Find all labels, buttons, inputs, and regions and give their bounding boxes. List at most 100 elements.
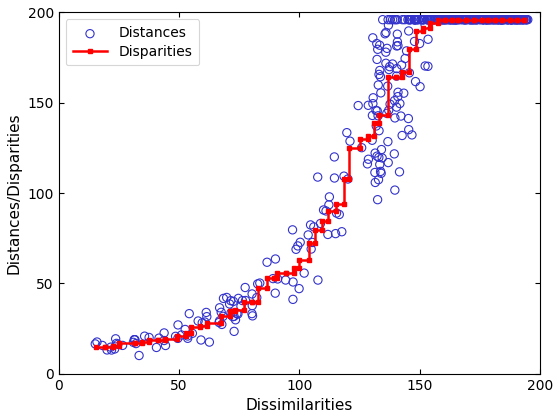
Distances [451, 16, 460, 23]
Distances [420, 16, 429, 23]
Distances [313, 174, 322, 181]
Distances [501, 16, 510, 23]
Distances [181, 326, 190, 333]
Distances [404, 126, 413, 133]
Distances [376, 89, 385, 96]
Distances [386, 16, 395, 23]
Distances [271, 256, 280, 262]
Distances [238, 297, 247, 304]
Distances [384, 107, 393, 114]
Distances [381, 49, 390, 55]
Distances [255, 280, 264, 286]
Distances [385, 63, 394, 70]
Distances [437, 16, 446, 23]
Distances [436, 16, 445, 23]
Distances [405, 16, 414, 23]
Distances [483, 16, 492, 23]
Distances [107, 346, 116, 353]
Distances [502, 16, 511, 23]
Distances [478, 16, 487, 23]
Distances [132, 340, 141, 347]
Distances [472, 16, 481, 23]
Distances [466, 16, 475, 23]
Distances [450, 16, 459, 23]
Distances [404, 115, 413, 122]
Distances [373, 108, 382, 114]
Distances [402, 47, 411, 54]
Distances [390, 150, 399, 157]
Distances [485, 16, 494, 23]
Distances [269, 275, 278, 282]
Distances [217, 309, 226, 316]
Distances [421, 63, 430, 69]
Distances [368, 137, 377, 144]
Distances [185, 310, 194, 317]
Distances [414, 16, 423, 23]
Distances [507, 16, 516, 23]
Distances [296, 239, 305, 246]
Distances [457, 16, 466, 23]
Distances [509, 16, 518, 23]
Distances [288, 226, 297, 233]
Distances [314, 277, 323, 284]
Distances [450, 16, 459, 23]
Distances [383, 83, 392, 89]
Distances [446, 16, 455, 23]
Distances [130, 336, 139, 343]
Distances [395, 100, 404, 107]
Distances [449, 16, 458, 23]
Distances [452, 16, 461, 23]
Distances [215, 318, 224, 324]
Distances [152, 344, 161, 351]
Distances [507, 16, 516, 23]
Distances [469, 16, 478, 23]
Distances [253, 281, 262, 287]
Distances [460, 16, 469, 23]
Distances [202, 313, 211, 320]
Disparities [455, 17, 461, 22]
Distances [183, 333, 192, 339]
Distances [512, 16, 521, 23]
Distances [491, 16, 500, 23]
Distances [371, 179, 380, 186]
Distances [500, 16, 508, 23]
Distances [410, 16, 419, 23]
Distances [507, 16, 516, 23]
Distances [423, 16, 432, 23]
Distances [405, 16, 414, 23]
Distances [231, 316, 240, 323]
Distances [364, 156, 373, 163]
Distances [507, 16, 516, 23]
Distances [106, 344, 115, 351]
Distances [102, 346, 111, 353]
Distances [295, 285, 304, 292]
Distances [520, 16, 529, 23]
Distances [482, 16, 491, 23]
Distances [363, 160, 372, 167]
Distances [225, 301, 234, 307]
Distances [400, 55, 409, 62]
Disparities [110, 344, 116, 349]
Distances [515, 16, 524, 23]
Distances [465, 16, 474, 23]
Distances [229, 298, 238, 305]
Distances [432, 16, 441, 23]
Distances [412, 16, 421, 23]
Distances [511, 16, 520, 23]
Distances [445, 16, 454, 23]
Distances [371, 150, 380, 157]
Distances [516, 16, 525, 23]
Distances [427, 16, 436, 23]
Distances [423, 16, 432, 23]
Distances [91, 341, 100, 347]
Distances [506, 16, 515, 23]
Distances [395, 168, 404, 175]
Distances [292, 246, 301, 253]
Distances [412, 16, 421, 23]
Distances [378, 16, 387, 23]
Distances [512, 16, 521, 23]
Distances [300, 270, 309, 276]
Distances [214, 319, 223, 326]
Distances [372, 123, 381, 129]
Distances [384, 16, 393, 23]
